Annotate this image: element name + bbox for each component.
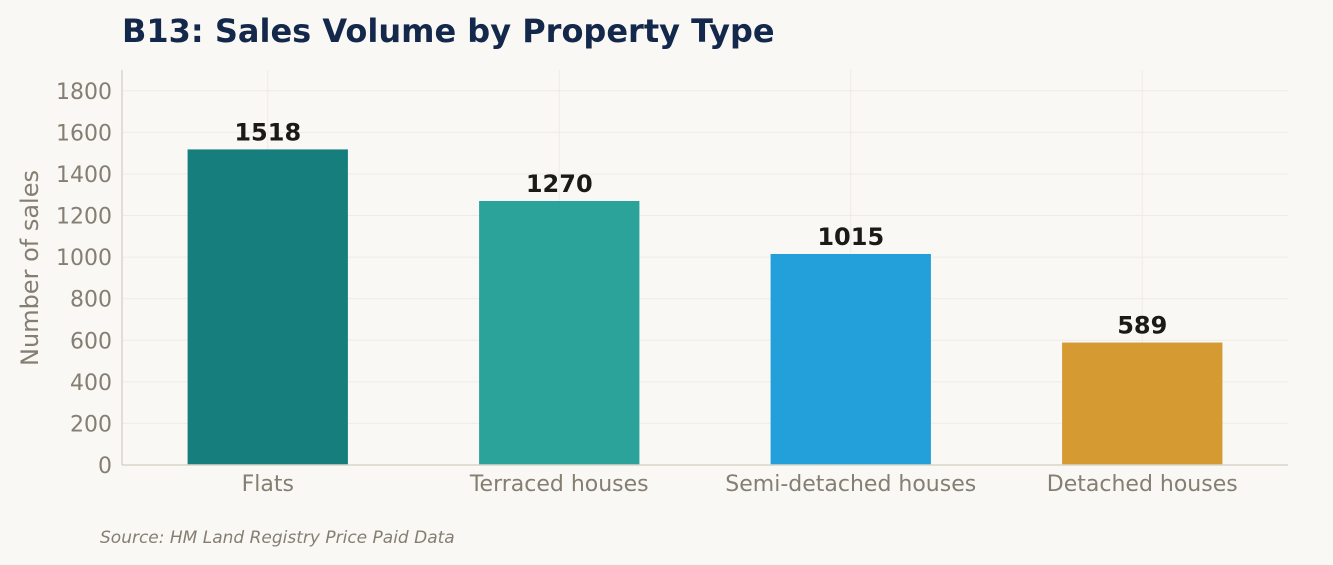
y-tick-label: 1400 <box>56 163 112 188</box>
x-axis-ticks: Flats Terraced houses Semi-detached houses… <box>242 472 1238 497</box>
data-label: 1518 <box>234 118 301 146</box>
bar-semi-detached-houses <box>770 253 931 465</box>
y-tick-label: 800 <box>70 288 112 313</box>
y-tick-label: 600 <box>70 329 112 354</box>
y-tick-label: 1000 <box>56 246 112 271</box>
data-label: 1270 <box>526 170 593 198</box>
data-label: 589 <box>1117 312 1167 340</box>
data-label: 1015 <box>817 223 884 251</box>
bar-terraced-houses <box>479 200 640 465</box>
source-note: Source: HM Land Registry Price Paid Data <box>100 528 455 548</box>
x-tick-label: Terraced houses <box>469 472 649 497</box>
y-tick-label: 1600 <box>56 121 112 146</box>
y-axis-label: Number of sales <box>16 170 44 366</box>
x-tick-label: Semi-detached houses <box>725 472 976 497</box>
bars <box>187 149 1223 466</box>
chart-title: B13: Sales Volume by Property Type <box>122 12 775 50</box>
y-tick-label: 1800 <box>56 80 112 105</box>
bar-flats <box>187 149 348 466</box>
x-tick-label: Flats <box>242 472 294 497</box>
y-tick-label: 1200 <box>56 205 112 230</box>
y-tick-label: 0 <box>98 454 112 479</box>
data-labels: 1518 1270 1015 589 <box>234 118 1167 339</box>
y-axis-ticks: 0 200 400 600 800 1000 1200 1400 1600 1800 <box>56 80 112 479</box>
y-tick-label: 400 <box>70 371 112 396</box>
bar-detached-houses <box>1062 342 1223 465</box>
x-tick-label: Detached houses <box>1047 472 1238 497</box>
y-tick-label: 200 <box>70 412 112 437</box>
